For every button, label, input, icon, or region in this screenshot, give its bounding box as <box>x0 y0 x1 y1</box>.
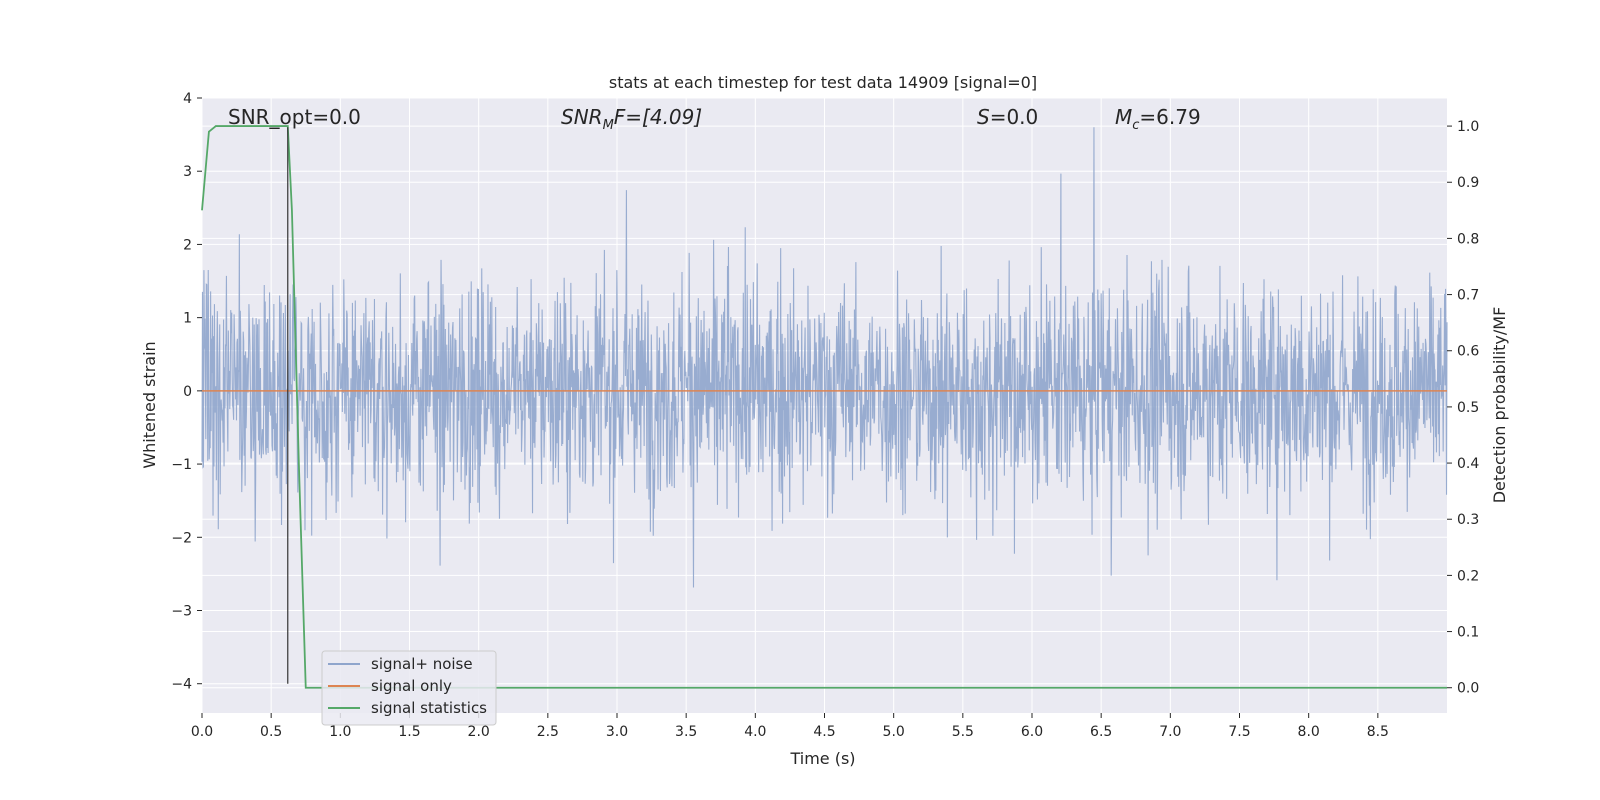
y-tick-label: 4 <box>183 91 192 107</box>
annotation-mc: Mc=6.79 <box>1115 105 1201 133</box>
x-tick-label: 1.0 <box>329 724 351 740</box>
x-tick-label: 7.5 <box>1228 724 1250 740</box>
legend-label-signal: signal only <box>371 677 452 695</box>
y2-tick-label: 0.8 <box>1457 231 1479 247</box>
y2-tick-label: 0.2 <box>1457 568 1479 584</box>
x-tick-label: 0.0 <box>191 724 213 740</box>
y2-tick-label: 0.0 <box>1457 681 1479 697</box>
x-tick-label: 3.5 <box>675 724 697 740</box>
x-tick-label: 5.0 <box>883 724 905 740</box>
signal-noise-line <box>201 127 1448 588</box>
y2-tick-label: 0.1 <box>1457 625 1479 641</box>
y2-tick-label: 0.3 <box>1457 512 1479 528</box>
x-tick-label: 7.0 <box>1159 724 1181 740</box>
x-axis-label: Time (s) <box>789 749 855 768</box>
signal-noise-series <box>201 127 1448 588</box>
x-tick-label: 4.0 <box>744 724 766 740</box>
signal-statistics-line <box>201 125 1447 689</box>
y-tick-label: 2 <box>183 237 192 253</box>
y2-tick-label: 0.5 <box>1457 400 1479 416</box>
y-tick-label: −4 <box>171 677 192 693</box>
legend: signal+ noise signal only signal statist… <box>321 650 497 726</box>
x-tick-label: 0.5 <box>260 724 282 740</box>
x-tick-label: 8.0 <box>1298 724 1320 740</box>
y2-tick-label: 0.9 <box>1457 175 1479 191</box>
y2-tick-label: 1.0 <box>1457 119 1479 135</box>
x-tick-label: 4.5 <box>813 724 835 740</box>
signal-statistics-series <box>201 125 1447 689</box>
y-tick-label: −2 <box>171 530 192 546</box>
y-tick-label: 3 <box>183 164 192 180</box>
y-tick-label: −3 <box>171 604 192 620</box>
annotation-snr-opt: SNR_opt=0.0 <box>228 105 361 129</box>
annotation-snr-mf: SNRMF=[4.09] <box>561 105 702 133</box>
annotation-s: S=0.0 <box>977 105 1038 129</box>
y2-tick-label: 0.7 <box>1457 288 1479 304</box>
x-tick-label: 6.0 <box>1021 724 1043 740</box>
x-axis-ticks: 0.0 0.5 1.0 1.5 2.0 2.5 3.0 3.5 4.0 4.5 5.0 5.5 6.0 6… <box>191 713 1389 740</box>
y2-tick-label: 0.6 <box>1457 344 1479 360</box>
y-tick-label: 0 <box>183 384 192 400</box>
y-axis-label: Whitened strain <box>140 341 159 468</box>
legend-label-stat: signal statistics <box>371 699 487 717</box>
y-axis-ticks: 4 3 2 1 0 −1 −2 −3 −4 <box>171 91 202 693</box>
x-tick-label: 6.5 <box>1090 724 1112 740</box>
x-tick-label: 5.5 <box>952 724 974 740</box>
y-tick-label: −1 <box>171 457 192 473</box>
x-tick-label: 8.5 <box>1367 724 1389 740</box>
x-tick-label: 3.0 <box>606 724 628 740</box>
y2-axis-label: Detection probability/MF <box>1490 307 1509 504</box>
x-tick-label: 2.0 <box>468 724 490 740</box>
legend-label-noise: signal+ noise <box>371 655 473 673</box>
x-tick-label: 2.5 <box>537 724 559 740</box>
y2-axis-ticks: 1.0 0.9 0.8 0.7 0.6 0.5 0.4 0.3 0.2 0.1 0.0 <box>1447 119 1479 697</box>
x-tick-label: 1.5 <box>398 724 420 740</box>
chart-title: stats at each timestep for test data 149… <box>609 73 1037 92</box>
y2-tick-label: 0.4 <box>1457 456 1479 472</box>
y-tick-label: 1 <box>183 311 192 327</box>
